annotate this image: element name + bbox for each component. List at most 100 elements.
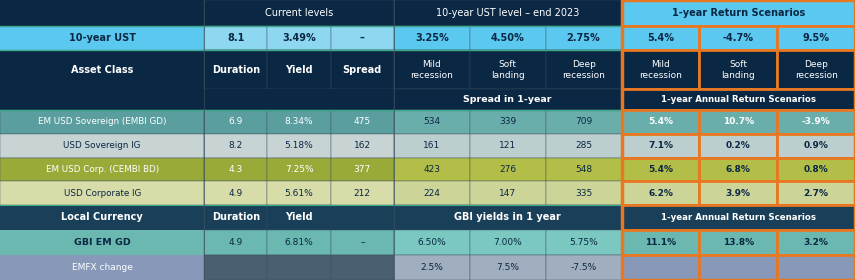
Text: 7.1%: 7.1% (648, 141, 673, 150)
Text: EM USD Corp. (CEMBI BD): EM USD Corp. (CEMBI BD) (45, 165, 159, 174)
Bar (204, 0, 394, 26)
Text: 5.18%: 5.18% (285, 141, 314, 150)
Text: 147: 147 (499, 189, 516, 198)
Text: 13.8%: 13.8% (722, 238, 754, 247)
Text: 7.00%: 7.00% (493, 238, 522, 247)
Bar (394, 134, 469, 158)
Bar (394, 26, 469, 50)
Text: Soft
landing: Soft landing (722, 60, 755, 80)
Bar (394, 255, 469, 280)
Text: 6.81%: 6.81% (285, 238, 314, 247)
Bar (0, 230, 204, 255)
Bar (268, 158, 331, 181)
Text: Yield: Yield (286, 213, 313, 223)
Bar (622, 89, 855, 110)
Text: 335: 335 (575, 189, 593, 198)
Bar (268, 134, 331, 158)
Bar (777, 50, 855, 89)
Text: 162: 162 (354, 141, 371, 150)
Bar (204, 50, 268, 89)
Bar (622, 0, 855, 26)
Bar (699, 134, 777, 158)
Bar (777, 110, 855, 134)
Text: 2.7%: 2.7% (804, 189, 828, 198)
Bar (331, 110, 394, 134)
Text: Asset Class: Asset Class (71, 65, 133, 74)
Text: USD Corporate IG: USD Corporate IG (63, 189, 141, 198)
Bar (204, 134, 268, 158)
Bar (204, 255, 268, 280)
Text: 7.25%: 7.25% (285, 165, 314, 174)
Text: 4.9: 4.9 (229, 238, 243, 247)
Text: 377: 377 (354, 165, 371, 174)
Text: Soft
landing: Soft landing (491, 60, 525, 80)
Bar (394, 50, 469, 89)
Bar (0, 255, 204, 280)
Bar (469, 134, 545, 158)
Text: 161: 161 (423, 141, 440, 150)
Text: 2.5%: 2.5% (421, 263, 443, 272)
Bar (331, 205, 394, 230)
Bar (469, 50, 545, 89)
Bar (777, 158, 855, 181)
Bar (545, 110, 622, 134)
Bar (268, 181, 331, 205)
Bar (331, 230, 394, 255)
Bar (777, 230, 855, 255)
Text: 1-year Return Scenarios: 1-year Return Scenarios (672, 8, 805, 18)
Text: 0.2%: 0.2% (726, 141, 751, 150)
Bar (777, 255, 855, 280)
Bar (268, 230, 331, 255)
Text: 5.4%: 5.4% (648, 165, 673, 174)
Bar (622, 110, 699, 134)
Bar (204, 181, 268, 205)
Bar (394, 89, 622, 110)
Bar (699, 110, 777, 134)
Bar (777, 181, 855, 205)
Bar (622, 0, 855, 280)
Bar (469, 26, 545, 50)
Text: Yield: Yield (286, 65, 313, 74)
Text: -4.7%: -4.7% (722, 33, 754, 43)
Bar (545, 230, 622, 255)
Text: 0.8%: 0.8% (804, 165, 828, 174)
Bar (622, 230, 699, 255)
Text: 9.5%: 9.5% (803, 33, 829, 43)
Bar (622, 181, 699, 205)
Text: -3.9%: -3.9% (802, 117, 830, 127)
Bar (204, 26, 268, 50)
Text: 6.50%: 6.50% (417, 238, 446, 247)
Text: 285: 285 (575, 141, 593, 150)
Text: 3.2%: 3.2% (804, 238, 828, 247)
Text: EM USD Sovereign (EMBI GD): EM USD Sovereign (EMBI GD) (38, 117, 167, 127)
Bar (545, 158, 622, 181)
Text: 4.3: 4.3 (229, 165, 243, 174)
Bar (545, 26, 622, 50)
Bar (331, 26, 394, 50)
Bar (0, 89, 394, 110)
Text: 5.75%: 5.75% (569, 238, 598, 247)
Text: Current levels: Current levels (265, 8, 333, 18)
Bar (268, 110, 331, 134)
Bar (268, 255, 331, 280)
Text: 475: 475 (354, 117, 371, 127)
Text: 121: 121 (499, 141, 516, 150)
Bar (0, 110, 204, 134)
Text: Mild
recession: Mild recession (639, 60, 682, 80)
Text: 1-year Annual Return Scenarios: 1-year Annual Return Scenarios (661, 213, 816, 222)
Bar (0, 181, 204, 205)
Bar (622, 158, 699, 181)
Bar (394, 0, 622, 26)
Bar (331, 134, 394, 158)
Text: 548: 548 (575, 165, 593, 174)
Text: Mild
recession: Mild recession (410, 60, 453, 80)
Text: 709: 709 (575, 117, 593, 127)
Text: Duration: Duration (212, 213, 260, 223)
Text: Duration: Duration (212, 65, 260, 74)
Bar (699, 158, 777, 181)
Bar (469, 255, 545, 280)
Bar (777, 134, 855, 158)
Text: 11.1%: 11.1% (645, 238, 676, 247)
Bar (204, 205, 268, 230)
Text: 4.50%: 4.50% (491, 33, 525, 43)
